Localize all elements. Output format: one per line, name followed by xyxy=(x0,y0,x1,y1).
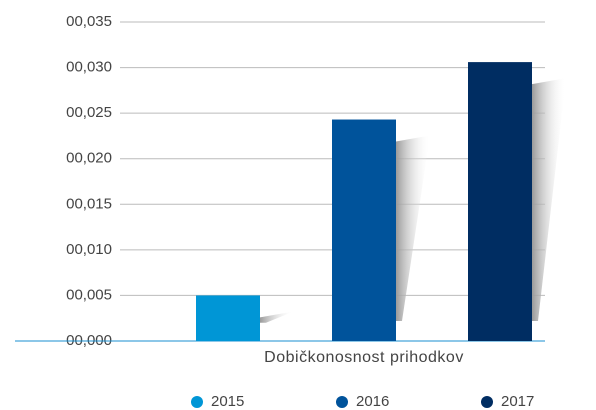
y-tick-label: 00,020 xyxy=(66,150,112,167)
bar xyxy=(468,62,532,342)
legend-swatch xyxy=(191,396,203,408)
legend-label: 2017 xyxy=(501,393,534,410)
bar-shadow xyxy=(532,78,566,321)
legend-label: 2016 xyxy=(356,393,389,410)
bar xyxy=(332,119,396,341)
legend-label: 2015 xyxy=(211,393,244,410)
bar xyxy=(196,295,260,341)
legend-swatch xyxy=(336,396,348,408)
y-tick-label: 00,025 xyxy=(66,104,112,121)
y-tick-label: 00,015 xyxy=(66,195,112,212)
bar-shadow xyxy=(260,311,294,323)
y-tick-label: 00,010 xyxy=(66,241,112,258)
x-tick-label: Dobičkonosnost prihodkov xyxy=(264,349,464,366)
y-tick-label: 00,035 xyxy=(66,13,112,30)
y-tick-label: 00,000 xyxy=(66,332,112,349)
y-tick-label: 00,005 xyxy=(66,286,112,303)
bar-shadow xyxy=(396,135,430,321)
legend-swatch xyxy=(481,396,493,408)
y-tick-label: 00,030 xyxy=(66,59,112,76)
